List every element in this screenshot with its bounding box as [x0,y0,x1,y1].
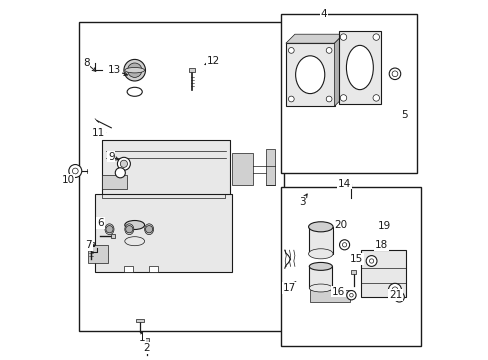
Text: 2: 2 [143,343,150,353]
Circle shape [69,165,81,177]
Ellipse shape [309,262,332,270]
Ellipse shape [105,224,114,235]
Circle shape [117,157,130,170]
Circle shape [387,283,401,296]
Bar [111,234,115,238]
Polygon shape [285,34,343,43]
Ellipse shape [124,220,144,230]
Bar [144,338,148,342]
Circle shape [127,63,142,77]
Bar [123,266,133,272]
Text: 19: 19 [378,221,391,231]
Text: 10: 10 [61,175,75,185]
Circle shape [106,226,113,233]
Bar [231,153,253,185]
Ellipse shape [308,249,332,259]
Bar [309,266,332,288]
Text: 11: 11 [92,128,105,138]
Circle shape [120,160,127,167]
Circle shape [368,259,373,263]
Bar [280,14,416,173]
Circle shape [372,95,379,101]
Text: 1: 1 [138,333,145,343]
Bar [360,250,405,297]
Text: 21: 21 [388,290,402,300]
Ellipse shape [309,284,332,292]
Ellipse shape [308,222,332,232]
Bar [280,187,420,346]
Bar [109,185,221,200]
Bar [309,290,349,302]
Ellipse shape [124,224,134,235]
Polygon shape [334,34,343,106]
Bar [136,319,143,322]
Bar [308,227,332,254]
Bar [97,259,215,265]
Circle shape [339,240,349,250]
Bar [285,43,334,106]
Bar [88,245,107,263]
Circle shape [396,295,401,299]
Bar [101,203,212,259]
Circle shape [388,68,400,80]
Circle shape [123,59,145,81]
Text: 18: 18 [374,240,387,250]
Bar [351,270,356,274]
Circle shape [288,48,294,53]
Text: 9: 9 [108,152,114,162]
Circle shape [288,96,294,102]
Circle shape [346,291,355,300]
Circle shape [72,168,78,174]
Bar [339,31,380,104]
Text: 5: 5 [401,110,407,120]
Text: 20: 20 [334,220,347,230]
Text: 6: 6 [97,218,103,228]
Text: 12: 12 [207,56,220,66]
Bar [79,22,284,331]
Bar [95,194,231,272]
Circle shape [391,287,397,293]
Bar [149,266,158,272]
Circle shape [125,226,133,233]
Text: 15: 15 [349,254,362,264]
Circle shape [349,293,352,297]
Circle shape [342,243,346,247]
Text: 14: 14 [337,179,350,189]
Ellipse shape [127,87,142,96]
Bar [265,149,275,185]
Text: 16: 16 [331,287,344,297]
Text: 3: 3 [298,197,305,207]
Ellipse shape [346,45,372,90]
Circle shape [391,71,397,77]
Bar [87,242,94,246]
Circle shape [325,48,331,53]
Bar [102,175,127,189]
Circle shape [340,95,346,101]
Circle shape [325,96,331,102]
Text: 17: 17 [282,283,296,293]
Bar [102,140,230,232]
Circle shape [366,256,376,266]
Text: 8: 8 [82,58,89,68]
Ellipse shape [124,68,144,73]
Circle shape [145,226,152,233]
Ellipse shape [124,237,144,246]
Text: 13: 13 [107,65,121,75]
Bar [189,68,195,72]
Circle shape [372,34,379,40]
Ellipse shape [295,56,324,94]
Circle shape [115,168,125,178]
Text: 4: 4 [320,9,326,19]
Circle shape [340,34,346,40]
Ellipse shape [144,224,153,235]
Text: 7: 7 [85,240,92,250]
Circle shape [393,292,404,302]
